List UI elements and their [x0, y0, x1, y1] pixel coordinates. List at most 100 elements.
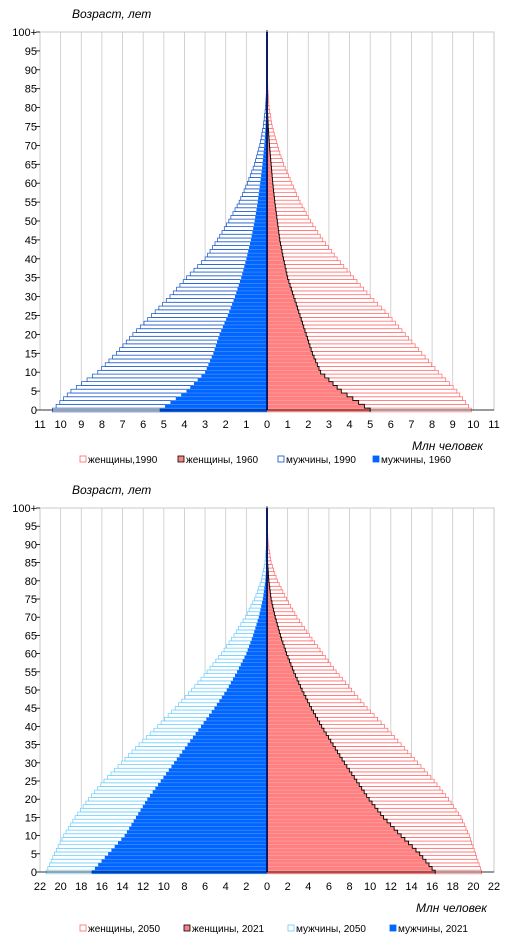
y-axis-title: Возраст, лет [72, 7, 151, 21]
x-tick-label: 9 [450, 419, 456, 431]
x-tick-label: 4 [305, 881, 311, 893]
y-tick-label: 35 [25, 273, 37, 285]
y-tick-label: 15 [25, 348, 37, 360]
y-tick-label: 50 [25, 685, 37, 697]
x-tick-label: 1 [243, 419, 249, 431]
x-tick-label: 3 [326, 419, 332, 431]
x-axis-title: Млн человек [416, 901, 488, 915]
y-tick-label: 30 [25, 758, 37, 770]
legend-label: мужчины, 1960 [381, 455, 451, 466]
x-tick-label: 7 [119, 419, 125, 431]
legend-swatch [79, 455, 87, 463]
y-tick-label: 95 [25, 521, 37, 533]
x-tick-label: 16 [96, 881, 108, 893]
series-женщины-1990 [266, 71, 472, 413]
pyramid-chart-1: 11 10 9 8 7 6 5 4 3 2 1 0 1 2 3 4 5 6 7 8 9 10 110510152025303… [12, 7, 499, 466]
x-tick-label: 8 [346, 881, 352, 893]
y-tick-label: 70 [25, 612, 37, 624]
x-tick-label: 22 [34, 881, 46, 893]
x-tick-label: 20 [467, 881, 479, 893]
y-tick-label: 0 [31, 405, 37, 417]
pyramid-chart-2: 22 20 18 16 14 12 10 8 6 4 2 0 2 4 6 8 10 12 14 16 18 20 22051… [12, 483, 500, 935]
y-tick-label: 45 [25, 235, 37, 247]
legend-label: мужчины, 2021 [398, 924, 468, 935]
x-tick-label: 4 [346, 419, 352, 431]
x-tick-label: 10 [55, 419, 67, 431]
x-tick-label: 2 [305, 419, 311, 431]
legend-label: женщины, 2050 [88, 924, 161, 935]
x-tick-label: 3 [202, 419, 208, 431]
series-женщины-2021 [266, 506, 436, 874]
y-tick-label: 95 [25, 46, 37, 58]
y-tick-label: 90 [25, 539, 37, 551]
x-tick-label: 11 [488, 419, 499, 431]
y-tick-label: 5 [31, 386, 37, 398]
y-tick-label: 40 [25, 721, 37, 733]
y-tick-label: 55 [25, 197, 37, 209]
x-tick-label: 8 [429, 419, 435, 431]
y-tick-label: 50 [25, 216, 37, 228]
x-tick-label: 11 [34, 419, 45, 431]
y-tick-label: 55 [25, 667, 37, 679]
y-axis-title: Возраст, лет [72, 483, 151, 497]
y-tick-label: 85 [25, 84, 37, 96]
y-tick-label: 40 [25, 254, 37, 266]
x-tick-label: 2 [243, 881, 249, 893]
y-tick-label: 0 [31, 867, 37, 879]
y-tick-label: 75 [25, 122, 37, 134]
legend-swatch [372, 455, 380, 463]
x-tick-label: 22 [488, 881, 500, 893]
y-tick-label: 100+ [12, 503, 37, 515]
x-tick-label: 18 [447, 881, 459, 893]
y-tick-label: 80 [25, 576, 37, 588]
y-tick-label: 65 [25, 159, 37, 171]
x-tick-label: 0 [264, 881, 270, 893]
legend-label: мужчины, 2050 [296, 924, 366, 935]
y-tick-label: 20 [25, 329, 37, 341]
legend-label: мужчины, 1990 [286, 455, 356, 466]
y-tick-label: 80 [25, 103, 37, 115]
y-tick-label: 25 [25, 776, 37, 788]
x-tick-label: 6 [140, 419, 146, 431]
x-tick-label: 4 [181, 419, 187, 431]
legend-swatch [183, 924, 191, 932]
y-tick-label: 35 [25, 740, 37, 752]
x-tick-label: 1 [285, 419, 291, 431]
x-tick-label: 7 [408, 419, 414, 431]
x-tick-label: 10 [364, 881, 376, 893]
bar-silhouette [267, 30, 371, 412]
x-tick-label: 10 [158, 881, 170, 893]
x-axis-title: Млн человек [412, 439, 484, 453]
legend-label: женщины,1990 [88, 455, 158, 466]
x-tick-label: 12 [137, 881, 149, 893]
x-tick-label: 2 [285, 881, 291, 893]
x-tick-label: 14 [116, 881, 128, 893]
y-tick-label: 20 [25, 794, 37, 806]
x-tick-label: 0 [264, 419, 270, 431]
legend: женщины, 2050 женщины, 2021 мужчины, 2050 м… [79, 924, 468, 935]
x-tick-label: 9 [78, 419, 84, 431]
x-tick-label: 20 [55, 881, 67, 893]
x-tick-label: 6 [202, 881, 208, 893]
x-tick-label: 12 [385, 881, 397, 893]
y-tick-label: 65 [25, 630, 37, 642]
x-tick-label: 5 [367, 419, 373, 431]
y-tick-label: 60 [25, 178, 37, 190]
legend-label: женщины, 1960 [186, 455, 259, 466]
x-tick-label: 4 [223, 881, 229, 893]
legend-swatch [277, 455, 285, 463]
x-tick-label: 18 [75, 881, 87, 893]
y-tick-label: 10 [25, 367, 37, 379]
y-tick-label: 90 [25, 65, 37, 77]
y-tick-label: 75 [25, 594, 37, 606]
legend-label: женщины, 2021 [192, 924, 265, 935]
y-tick-label: 15 [25, 812, 37, 824]
x-tick-label: 14 [405, 881, 417, 893]
bar-silhouette [267, 506, 436, 874]
x-tick-label: 10 [467, 419, 479, 431]
legend-swatch [79, 924, 87, 932]
y-tick-label: 85 [25, 558, 37, 570]
x-tick-label: 6 [326, 881, 332, 893]
y-tick-label: 45 [25, 703, 37, 715]
